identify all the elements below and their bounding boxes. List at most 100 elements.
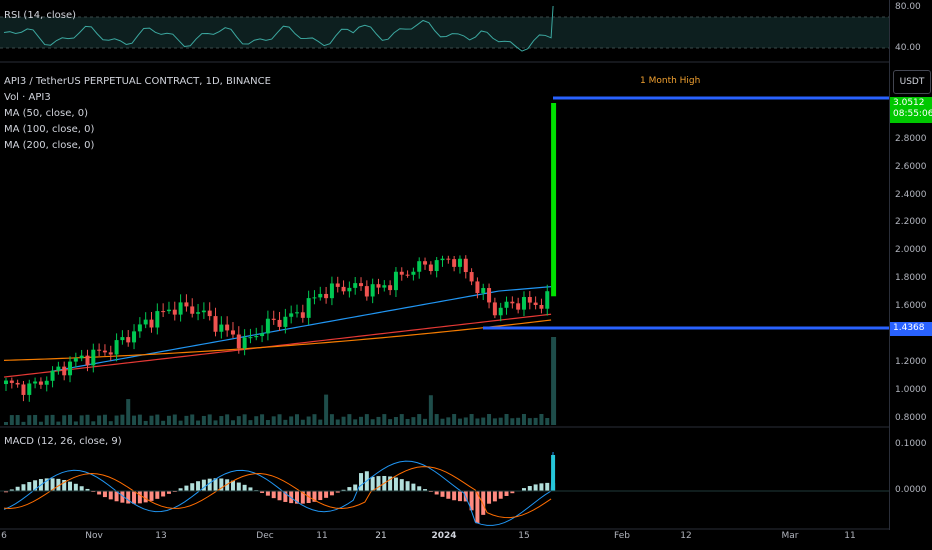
time-label: 11	[316, 531, 328, 541]
support-price-tag: 1.4368	[890, 322, 932, 336]
time-label: 13	[155, 531, 167, 541]
macd-histogram-bar	[161, 491, 166, 497]
macd-histogram-bar	[230, 480, 235, 491]
rsi-level-40: 40.00	[895, 43, 921, 53]
candle-body	[335, 283, 340, 287]
macd-histogram-bar	[423, 489, 428, 491]
candle-body	[161, 311, 166, 313]
volume-bar	[277, 414, 282, 425]
candle-body	[236, 334, 241, 349]
volume-spike-bar	[551, 337, 557, 425]
volume-bar	[428, 395, 433, 425]
volume-bar	[79, 415, 84, 425]
volume-bar	[324, 394, 329, 425]
volume-bar	[196, 420, 201, 425]
candle-body	[318, 293, 323, 298]
candle-body	[254, 336, 259, 338]
symbol-title[interactable]: API3 / TetherUS PERPETUAL CONTRACT, 1D, …	[4, 76, 271, 87]
volume-bar	[166, 415, 171, 425]
candlestick-layer[interactable]	[4, 103, 557, 402]
macd-histogram-bar	[207, 478, 212, 491]
candle-body	[271, 318, 276, 320]
candle-body	[504, 301, 509, 308]
candle-body	[393, 271, 398, 291]
macd-histogram-bar	[62, 479, 67, 491]
macd-histogram-bar	[21, 484, 26, 491]
month-high-annotation[interactable]: 1 Month High	[640, 76, 701, 86]
macd-histogram-bar	[190, 483, 195, 491]
macd-histogram-bar	[434, 491, 439, 495]
candle-body	[85, 355, 90, 366]
macd-histogram-bar	[155, 491, 160, 499]
volume-bar	[68, 414, 73, 425]
volume-bar	[539, 414, 544, 425]
volume-layer	[4, 337, 557, 425]
candle-body	[79, 355, 84, 359]
volume-bar	[318, 419, 323, 425]
volume-bar	[271, 416, 276, 425]
macd-histogram-bar	[50, 478, 55, 491]
candle-body	[388, 285, 393, 291]
candle-body	[545, 291, 550, 309]
volume-bar	[201, 415, 206, 425]
ma50-legend[interactable]: MA (50, close, 0)	[4, 108, 89, 119]
volume-bar	[481, 417, 486, 425]
candle-body	[405, 274, 410, 276]
macd-histogram-bar	[318, 491, 323, 501]
candle-body	[521, 297, 526, 310]
currency-button[interactable]: USDT	[893, 70, 931, 94]
volume-bar	[213, 420, 218, 425]
macd-histogram-bar	[213, 478, 218, 491]
macd-histogram-bar	[68, 481, 73, 491]
macd-histogram-bar	[370, 476, 375, 491]
ma100-legend[interactable]: MA (100, close, 0)	[4, 124, 95, 135]
macd-histogram-bar	[527, 486, 532, 491]
volume-bar	[236, 416, 241, 425]
price-level: 2.2000	[895, 217, 927, 227]
macd-histogram-bar	[324, 491, 329, 498]
candle-body	[68, 361, 73, 376]
candle-body	[50, 370, 55, 381]
macd-histogram-bar	[108, 491, 113, 500]
volume-legend[interactable]: Vol · API3	[4, 92, 51, 103]
macd-histogram-bar	[283, 491, 288, 502]
candle-body	[44, 380, 49, 385]
macd-histogram-bar	[341, 489, 346, 491]
volume-bar	[475, 418, 480, 425]
macd-histogram-bar	[487, 491, 492, 504]
volume-bar	[161, 420, 166, 425]
candle-body	[469, 272, 474, 282]
macd-histogram-bar	[277, 491, 282, 501]
volume-bar	[469, 414, 474, 425]
volume-bar	[85, 414, 90, 425]
candle-body	[91, 349, 96, 366]
macd-histogram-bar	[521, 488, 526, 491]
macd-histogram-bar	[126, 491, 131, 504]
candle-body	[341, 286, 346, 292]
macd-legend[interactable]: MACD (12, 26, close, 9)	[4, 436, 122, 447]
candle-body	[102, 350, 107, 353]
volume-bar	[411, 417, 416, 425]
volume-bar	[504, 414, 509, 425]
current-price: 3.0512	[893, 98, 925, 108]
signal-line	[3, 466, 552, 519]
candle-body	[283, 316, 288, 327]
macd-histogram-bar	[498, 491, 503, 499]
macd-histogram-bar	[353, 484, 358, 491]
ma200-legend[interactable]: MA (200, close, 0)	[4, 140, 95, 151]
macd-histogram-bar	[149, 491, 154, 501]
candle-body	[516, 303, 521, 310]
rsi-legend[interactable]: RSI (14, close)	[4, 10, 77, 21]
candle-body	[347, 287, 352, 292]
volume-bar	[516, 417, 521, 425]
macd-level: 0.1000	[895, 439, 927, 449]
volume-bar	[207, 414, 212, 425]
candle-body	[289, 313, 294, 317]
candle-body	[353, 283, 358, 288]
macd-histogram-bar	[114, 491, 119, 502]
macd-histogram-bar	[539, 483, 544, 491]
volume-bar	[417, 414, 422, 425]
rsi-level-80: 80.00	[895, 2, 921, 12]
candle-body	[399, 271, 404, 275]
